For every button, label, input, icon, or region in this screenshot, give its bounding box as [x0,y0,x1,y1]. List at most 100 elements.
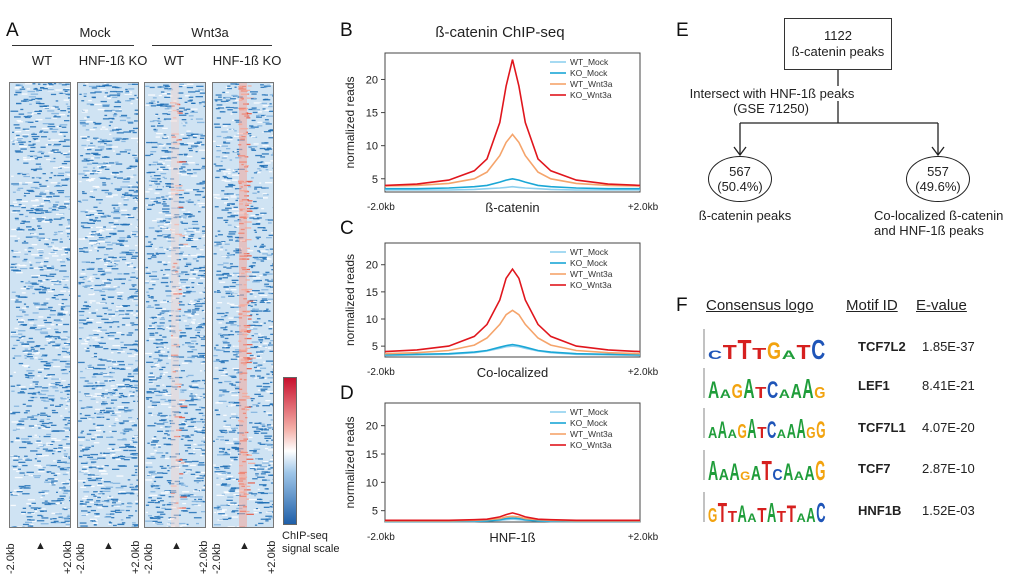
legend-label-KO_Wnt3a: KO_Wnt3a [570,90,612,100]
x-tick-left: -2.0kb [367,367,395,378]
y-tick-label: 10 [366,314,378,326]
y-tick-label: 20 [366,421,378,433]
motif-id: TCF7 [858,461,891,476]
series-line-KO_Mock [385,177,640,190]
logo-letter: T [728,509,738,524]
legend-label-WT_Wnt3a: WT_Wnt3a [570,429,613,439]
heatmap-texture [78,83,138,527]
y-axis-label: normalized reads [343,76,357,168]
logo-letter: A [708,425,718,440]
hm2-tick-right: +2.0kb [198,540,210,574]
logo-letter: A [783,459,793,482]
series-line-KO_Mock [384,343,641,356]
motif-evalue: 8.41E-21 [922,378,975,393]
x-axis-label: ß-catenin [485,200,539,215]
legend-label-WT_Mock: WT_Mock [570,57,609,67]
logo-letter: A [747,511,757,524]
intersect-text: Intersect with HNF-1ß peaks [672,86,872,101]
heatmap-wnt3a-wt [144,82,206,528]
logo-letter: A [730,459,740,482]
plot-frame [384,52,641,193]
logo-letter: T [777,509,787,524]
hm0-center-mark: ▲ [35,540,46,552]
logo-letter: A [794,469,805,482]
legend-label-KO_Wnt3a: KO_Wnt3a [570,280,612,290]
logo-letter: A [802,373,813,400]
col-label-mock-wt: WT [31,53,53,68]
hm0-tick-left: -2.0kb [5,543,17,574]
header-evalue: E-value [916,297,967,314]
y-tick-label: 15 [366,449,378,461]
logo-letter: A [797,413,806,440]
left-caption: ß-catenin peaks [698,208,792,223]
hm2-center-mark: ▲ [171,540,182,552]
series-line-WT_Mock [385,185,640,191]
y-tick-label: 20 [366,260,378,272]
chart-d: 5 10 15 20 normalized reads -2.0kb +2.0kb HNF-1… [343,402,659,545]
x-tick-left: -2.0kb [367,202,395,213]
logo-letter: A [782,348,797,361]
logo-letter: T [755,385,766,400]
logo-letter: A [797,511,807,524]
series-line-KO_Wnt3a [385,512,640,522]
y-axis-label: normalized reads [343,416,357,508]
logo-letter: A [738,501,747,524]
logo-letter: A [718,417,727,440]
legend-label-KO_Mock: KO_Mock [570,418,608,428]
header-motif-id: Motif ID [846,297,898,314]
heatmap-wnt3a-ko [212,82,274,528]
logo-letter: A [805,463,815,482]
logo-letter: G [738,421,747,440]
hm1-tick-left: -2.0kb [75,543,87,574]
logo-letter: C [767,417,776,440]
legend-label-KO_Wnt3a: KO_Wnt3a [570,440,612,450]
logo-letter: A [787,421,796,440]
logo-letter: G [740,469,750,482]
panel-f-label: F [676,295,688,316]
y-tick-label: 10 [366,477,378,489]
logo-letter: T [757,505,766,524]
left-count: 567 [729,164,751,179]
top-box-1122: 1122 ß-catenin peaks [784,18,892,70]
heatmap-mock-wt [9,82,71,528]
group-label-mock: Mock [79,25,111,40]
logo-letter: T [797,342,811,361]
group-underline-mock [12,45,134,46]
motif-evalue: 1.52E-03 [922,503,975,518]
series-line-WT_Wnt3a [384,133,641,187]
logo-letter: C [767,377,778,400]
gse-text: (GSE 71250) [733,101,809,116]
y-tick-label: 5 [372,341,378,353]
color-scale-label: ChIP-seq signal scale [282,530,340,555]
heatmap-texture [10,83,70,527]
hm3-center-mark: ▲ [239,540,250,552]
logo-letter: A [777,427,787,440]
group-label-wnt3a: Wnt3a [191,25,229,40]
series-line-KO_Wnt3a [384,267,641,353]
motif-evalue: 4.07E-20 [922,420,975,435]
plot-frame [384,402,641,523]
panel-a-label: A [6,20,19,41]
logo-letter: A [708,377,719,400]
color-scale-bar [283,377,297,525]
logo-letter: C [816,497,825,524]
logo-letter: A [743,373,754,400]
logo-letter: T [738,334,752,361]
right-caption: Co-localized ß-catenin and HNF-1ß peaks [874,208,1014,238]
right-count: 557 [927,164,949,179]
top-box-text: ß-catenin peaks [791,44,885,59]
panel-b-title: ß-catenin ChIP-seq [435,24,565,41]
logo-letter: G [708,505,717,524]
header-consensus-logo: Consensus logo [706,297,814,314]
logo-letter: C [708,348,723,361]
logo-letter: T [762,455,772,482]
logo-letter: A [791,381,802,400]
legend-label-WT_Mock: WT_Mock [570,247,609,257]
hm0-tick-right: +2.0kb [62,540,74,574]
col-label-mock-ko: HNF-1ß KO [78,53,148,68]
logo-letter: A [719,467,730,482]
legend-label-KO_Mock: KO_Mock [570,68,608,78]
x-axis-label: Co-localized [477,365,549,380]
